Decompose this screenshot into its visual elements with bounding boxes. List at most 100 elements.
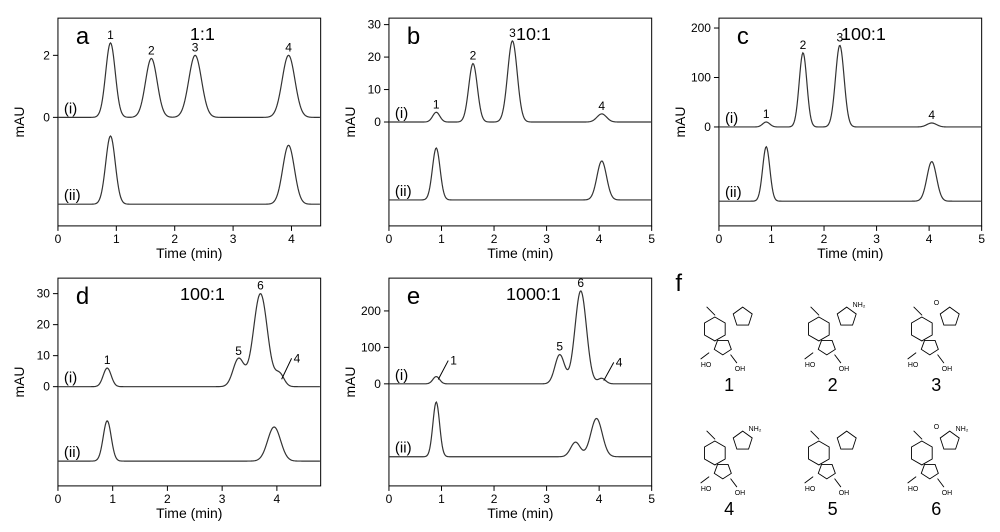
svg-text:2: 2	[171, 232, 178, 246]
svg-text:mAU: mAU	[672, 106, 688, 137]
svg-text:0: 0	[43, 110, 50, 124]
svg-text:e: e	[407, 283, 420, 310]
svg-text:mAU: mAU	[342, 366, 358, 397]
svg-text:d: d	[76, 283, 89, 310]
svg-text:2: 2	[148, 43, 155, 57]
svg-text:100:1: 100:1	[841, 24, 886, 44]
svg-text:NH₂: NH₂	[853, 302, 866, 309]
svg-text:O: O	[934, 300, 940, 307]
svg-text:3: 3	[543, 492, 550, 506]
svg-text:5: 5	[648, 492, 655, 506]
svg-text:(i): (i)	[395, 105, 408, 122]
svg-text:2: 2	[43, 48, 50, 62]
svg-text:0: 0	[385, 232, 392, 246]
panel-a: 0123402Time (min)mAUa1:1(i)1234(ii)	[10, 10, 329, 262]
svg-text:10: 10	[367, 83, 381, 97]
svg-text:4: 4	[274, 492, 281, 506]
svg-text:Time (min): Time (min)	[487, 245, 553, 261]
svg-text:1: 1	[763, 107, 770, 121]
svg-text:b: b	[407, 23, 420, 50]
svg-text:3: 3	[543, 232, 550, 246]
svg-text:3: 3	[230, 232, 237, 246]
svg-text:100: 100	[361, 340, 381, 354]
svg-text:4: 4	[288, 232, 295, 246]
svg-text:3: 3	[219, 492, 226, 506]
svg-text:2: 2	[490, 232, 497, 246]
svg-text:200: 200	[691, 21, 711, 35]
svg-text:1: 1	[104, 353, 111, 367]
svg-text:4: 4	[598, 99, 605, 113]
svg-text:HO: HO	[701, 362, 712, 369]
svg-text:a: a	[76, 23, 90, 50]
svg-text:0: 0	[705, 120, 712, 134]
svg-text:5: 5	[556, 340, 563, 354]
svg-text:0: 0	[55, 232, 62, 246]
svg-text:0: 0	[385, 492, 392, 506]
svg-text:1: 1	[438, 232, 445, 246]
svg-text:3: 3	[837, 30, 844, 44]
svg-text:OH: OH	[839, 490, 849, 497]
svg-text:mAU: mAU	[11, 366, 27, 397]
svg-text:4: 4	[595, 232, 602, 246]
svg-text:Time (min): Time (min)	[818, 245, 884, 261]
structure-4: HOOHNH₂4	[679, 398, 779, 518]
svg-text:5: 5	[235, 344, 242, 358]
svg-text:Time (min): Time (min)	[487, 505, 553, 521]
svg-text:OH: OH	[735, 490, 745, 497]
panel-d: 012340102030Time (min)mAUd100:1(i)1564(i…	[10, 270, 329, 522]
svg-text:1: 1	[433, 97, 440, 111]
svg-text:4: 4	[285, 40, 292, 54]
svg-text:Time (min): Time (min)	[156, 505, 222, 521]
svg-text:mAU: mAU	[11, 106, 27, 137]
svg-text:(ii): (ii)	[64, 444, 81, 461]
panel-f: f HOOH1 HOOHNH₂2 HOOHO3 HOOHNH₂4 HOOH5 H…	[671, 270, 990, 522]
figure-grid: 0123402Time (min)mAUa1:1(i)1234(ii) 0123…	[10, 10, 990, 522]
svg-text:0: 0	[374, 377, 381, 391]
svg-text:2: 2	[821, 232, 828, 246]
svg-text:NH₂: NH₂	[956, 426, 969, 433]
svg-text:c: c	[737, 23, 749, 50]
svg-text:mAU: mAU	[342, 106, 358, 137]
svg-text:100: 100	[691, 70, 711, 84]
svg-text:6: 6	[257, 279, 264, 293]
svg-text:HO: HO	[805, 362, 816, 369]
svg-text:3: 3	[509, 26, 516, 40]
svg-text:HO: HO	[805, 486, 816, 493]
svg-text:0: 0	[55, 492, 62, 506]
svg-text:2: 2	[469, 49, 476, 63]
svg-text:10: 10	[37, 349, 51, 363]
svg-text:4: 4	[615, 355, 622, 369]
svg-text:1: 1	[438, 492, 445, 506]
panel-b: 0123450102030Time (min)mAUb10:1(i)1234(i…	[341, 10, 660, 262]
svg-text:6: 6	[577, 276, 584, 290]
svg-text:1: 1	[768, 232, 775, 246]
panel-c: 0123450100200Time (min)mAUc100:1(i)1234(…	[671, 10, 990, 262]
svg-text:1000:1: 1000:1	[506, 284, 561, 304]
svg-text:0: 0	[374, 115, 381, 129]
svg-text:HO: HO	[908, 486, 919, 493]
svg-text:(i): (i)	[64, 370, 77, 387]
svg-text:(ii): (ii)	[64, 187, 81, 204]
svg-text:5: 5	[979, 232, 986, 246]
svg-text:20: 20	[37, 318, 51, 332]
svg-text:(i): (i)	[64, 100, 77, 117]
svg-text:1: 1	[109, 492, 116, 506]
svg-text:OH: OH	[942, 490, 952, 497]
svg-text:30: 30	[367, 18, 381, 32]
svg-text:2: 2	[490, 492, 497, 506]
structure-5: HOOH5	[783, 398, 883, 518]
svg-text:10:1: 10:1	[516, 24, 551, 44]
panel-e: 0123450100200Time (min)mAUe1000:1(i)1564…	[341, 270, 660, 522]
svg-text:(ii): (ii)	[725, 184, 742, 201]
structure-3: HOOHO3	[886, 274, 986, 394]
svg-text:30: 30	[37, 287, 51, 301]
svg-text:0: 0	[716, 232, 723, 246]
svg-text:4: 4	[926, 232, 933, 246]
svg-text:3: 3	[874, 232, 881, 246]
svg-text:2: 2	[164, 492, 171, 506]
svg-text:OH: OH	[942, 366, 952, 373]
structure-1: HOOH1	[679, 274, 779, 394]
svg-text:4: 4	[294, 351, 301, 365]
structure-6: HOOHNH₂O6	[886, 398, 986, 518]
structures-grid: HOOH1 HOOHNH₂2 HOOHO3 HOOHNH₂4 HOOH5 HOO…	[679, 274, 986, 518]
